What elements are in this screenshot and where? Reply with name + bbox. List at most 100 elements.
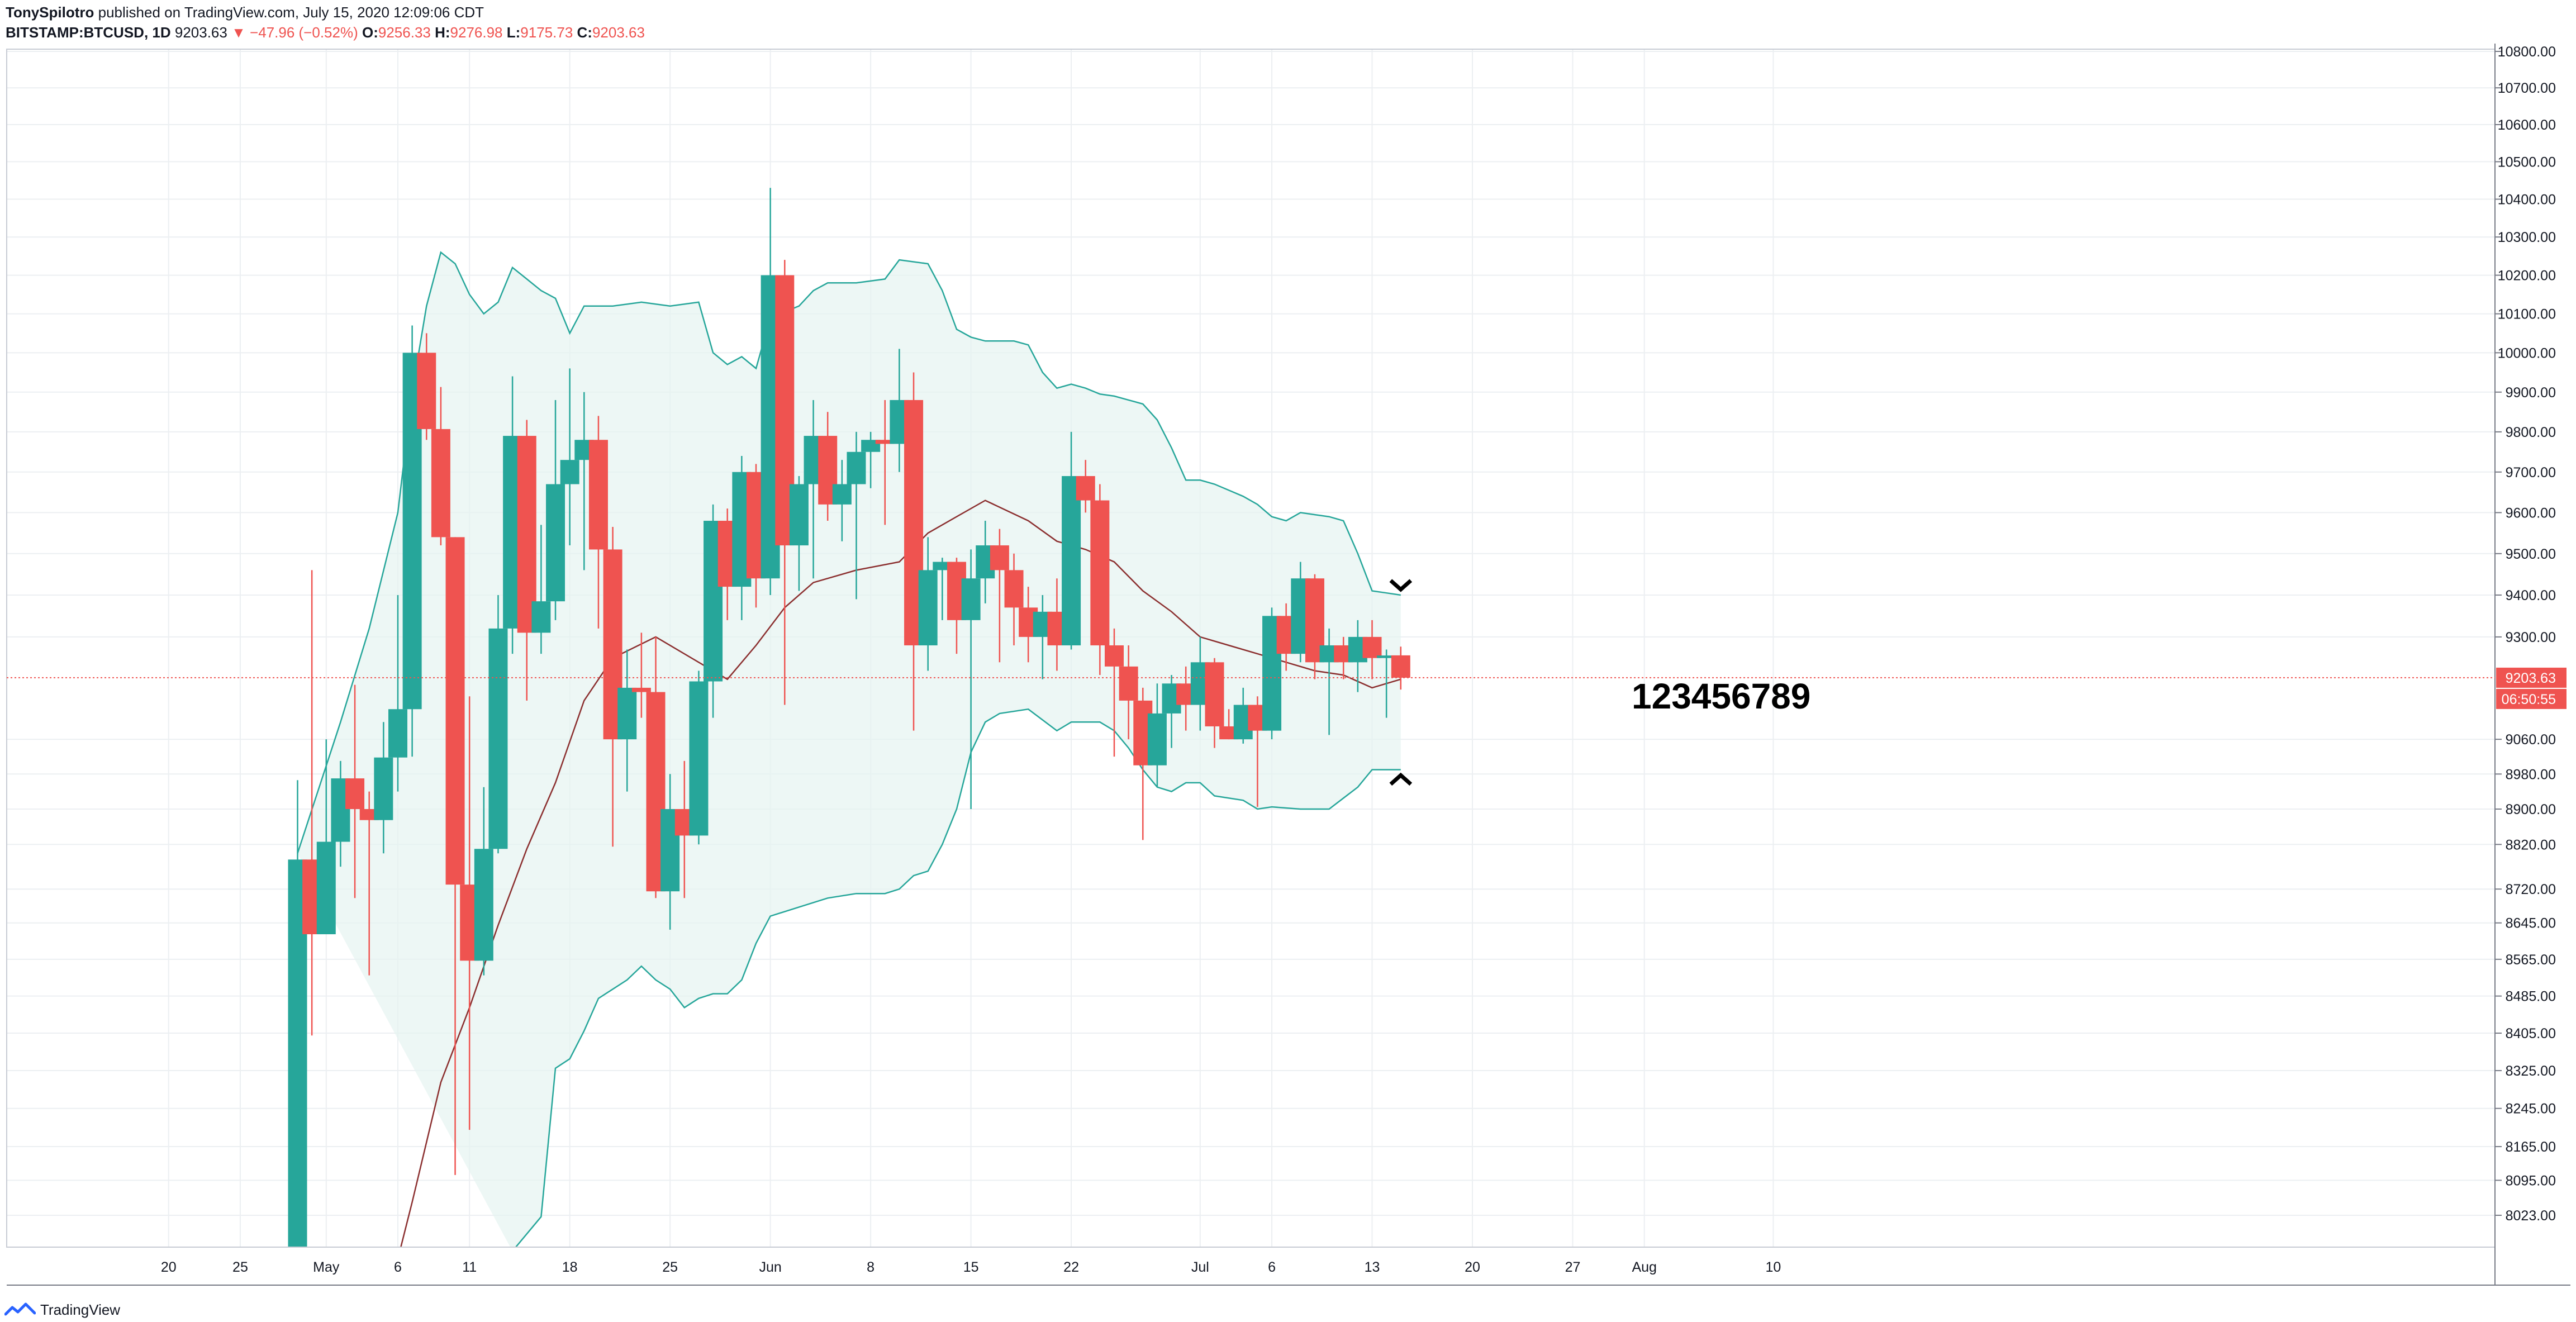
low-label: L: [506, 24, 521, 41]
candle-body [316, 841, 336, 935]
candle-body [933, 562, 952, 570]
candle-body [1119, 666, 1138, 701]
candle-body [588, 440, 608, 550]
close-value: 9203.63 [592, 24, 645, 41]
price-tick-label: 8405.00 [2506, 1026, 2556, 1042]
open-value: 9256.33 [378, 24, 431, 41]
time-tick-label: Jun [759, 1259, 781, 1275]
candle-body [1219, 726, 1239, 740]
price-tick-label: 9800.00 [2506, 425, 2556, 440]
high-label: H: [435, 24, 450, 41]
candle-body [359, 809, 379, 820]
chevron-up-icon [1389, 772, 1413, 786]
bollinger-fill [297, 252, 1401, 1247]
price-tick-label: 8023.00 [2506, 1208, 2556, 1224]
candle-body [517, 436, 536, 633]
price-tick-label: 10800.00 [2498, 44, 2556, 60]
price-tick-label: 9700.00 [2506, 465, 2556, 481]
last-price-text: 9203.63 [174, 24, 227, 41]
ohlc-line: BITSTAMP:BTCUSD, 1D 9203.63 ▼ −47.96 (−0… [6, 22, 1682, 42]
price-tick-label: 10300.00 [2498, 230, 2556, 245]
countdown-badge [2496, 688, 2567, 709]
price-tick-label: 8095.00 [2506, 1173, 2556, 1188]
price-tick-label: 9500.00 [2506, 546, 2556, 562]
last-price-badge [2496, 667, 2567, 688]
price-tick-label: 8325.00 [2506, 1063, 2556, 1079]
candle-body [1377, 655, 1396, 658]
chevron-down-icon [1389, 579, 1413, 592]
time-tick-label: 13 [1365, 1259, 1380, 1275]
author-name[interactable]: TonySpilotro [6, 4, 94, 21]
candle-body [488, 628, 508, 849]
bollinger-bands [297, 251, 1401, 1247]
time-tick-label: Aug [1632, 1259, 1656, 1275]
candle-body [1062, 476, 1081, 645]
time-tick-label: 22 [1063, 1259, 1079, 1275]
low-value: 9175.73 [520, 24, 573, 41]
time-tick-label: 20 [161, 1259, 177, 1275]
time-tick-label: 10 [1766, 1259, 1781, 1275]
candle-body [832, 484, 852, 505]
price-tick-label: 9400.00 [2506, 588, 2556, 603]
tradingview-logo-icon [4, 1302, 36, 1315]
time-tick-label: 18 [562, 1259, 578, 1275]
bollinger-upper-line [297, 251, 1401, 854]
open-label: O: [362, 24, 378, 41]
axes: 20 25 May 6 11 18 25 Jun 8 15 22 Jul 6 13 20 27 Aug 10 108… [6, 44, 2570, 1286]
change-arrow-icon: ▼ [231, 24, 246, 41]
candle-body [560, 460, 579, 484]
price-tick-label: 8820.00 [2506, 837, 2556, 853]
price-tick-label: 9900.00 [2506, 385, 2556, 401]
candle-body [689, 681, 709, 836]
candle-body [1147, 713, 1167, 765]
time-tick-label: 27 [1565, 1259, 1581, 1275]
time-tick-label: 6 [394, 1259, 402, 1275]
price-tick-label: 8980.00 [2506, 767, 2556, 782]
symbol-text: BITSTAMP:BTCUSD, 1D [6, 24, 171, 41]
footer-branding[interactable]: TradingView [4, 1301, 120, 1319]
price-tick-label: 10200.00 [2498, 268, 2556, 284]
close-label: C: [577, 24, 592, 41]
price-tick-label: 8485.00 [2506, 989, 2556, 1005]
candle-body [1205, 662, 1224, 726]
price-tick-label: 10700.00 [2498, 80, 2556, 96]
candle-body [1105, 645, 1124, 667]
candle-body [631, 687, 651, 692]
candle-body [789, 484, 809, 546]
candlesticks [288, 188, 1410, 1247]
time-tick-label: 15 [963, 1259, 979, 1275]
overlay: 9203.63 06:50:55 123456789 [7, 579, 2567, 786]
candle-body [546, 484, 565, 602]
time-tick-label: Jul [1191, 1259, 1209, 1275]
annotation-text: 123456789 [1632, 676, 1810, 716]
brand-text: TradingView [40, 1301, 121, 1318]
candle-body [445, 537, 465, 885]
last-price-label: 9203.63 [2506, 670, 2556, 686]
publish-line: TonySpilotro published on TradingView.co… [6, 2, 1682, 22]
candle-body [1090, 500, 1110, 645]
candle-body [388, 709, 407, 758]
price-tick-label: 10000.00 [2498, 345, 2556, 361]
change-text: −47.96 (−0.52%) [250, 24, 358, 41]
price-tick-label: 9600.00 [2506, 505, 2556, 521]
candle-body [918, 570, 938, 645]
candle-body [617, 687, 637, 740]
price-tick-label: 8720.00 [2506, 882, 2556, 897]
price-tick-label: 8900.00 [2506, 802, 2556, 817]
price-tick-label: 9060.00 [2506, 732, 2556, 748]
candle-body [474, 849, 493, 961]
time-tick-label: 8 [867, 1259, 874, 1275]
time-tick-label: May [313, 1259, 340, 1275]
price-tick-label: 10600.00 [2498, 117, 2556, 133]
high-value: 9276.98 [450, 24, 503, 41]
time-tick-label: 25 [662, 1259, 678, 1275]
bollinger-lower-line [515, 708, 1401, 1247]
price-tick-label: 10400.00 [2498, 192, 2556, 207]
candle-body [1004, 570, 1024, 608]
candle-body [847, 451, 866, 484]
candle-body [1362, 636, 1382, 658]
price-tick-label: 8165.00 [2506, 1139, 2556, 1155]
time-tick-label: 20 [1465, 1259, 1480, 1275]
chart-header: TonySpilotro published on TradingView.co… [6, 2, 1682, 42]
